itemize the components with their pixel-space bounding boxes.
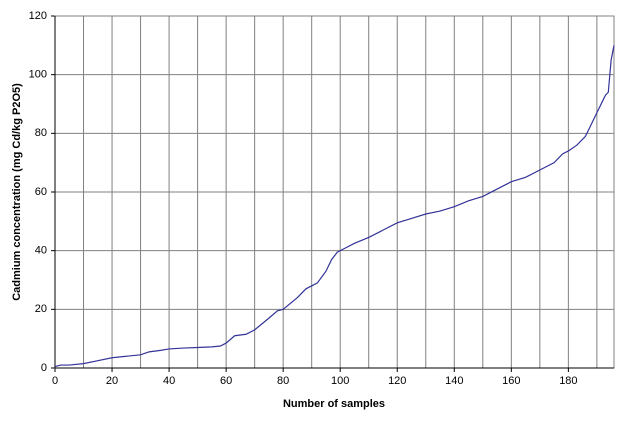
x-tick-label: 0 — [52, 375, 58, 387]
x-tick-label: 120 — [388, 375, 406, 387]
y-tick-label: 100 — [29, 69, 47, 81]
y-tick-label: 20 — [35, 303, 47, 315]
x-tick-label: 80 — [277, 375, 289, 387]
x-tick-label: 20 — [106, 375, 118, 387]
x-tick-label: 160 — [502, 375, 520, 387]
x-tick-label: 100 — [331, 375, 349, 387]
y-tick-label: 0 — [41, 362, 47, 374]
y-tick-label: 80 — [35, 127, 47, 139]
x-tick-label: 40 — [163, 375, 175, 387]
x-axis-title: Number of samples — [283, 398, 385, 410]
y-tick-label: 40 — [35, 245, 47, 257]
x-tick-label: 180 — [559, 375, 577, 387]
y-axis-title: Cadmium concentration (mg Cd/kg P2O5) — [11, 83, 23, 301]
x-tick-label: 140 — [445, 375, 463, 387]
x-tick-label: 60 — [220, 375, 232, 387]
y-tick-label: 120 — [29, 10, 47, 22]
y-tick-label: 60 — [35, 186, 47, 198]
data-line — [54, 45, 615, 368]
